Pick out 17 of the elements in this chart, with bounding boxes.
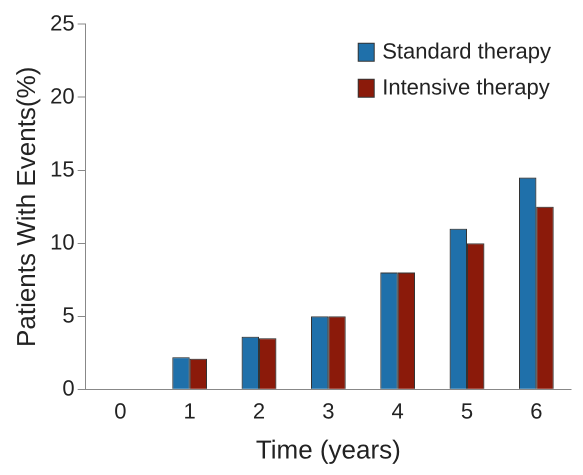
x-tick-label: 4 <box>392 398 404 424</box>
x-tick-label: 6 <box>530 398 542 424</box>
x-tick-label: 3 <box>322 398 334 424</box>
x-tick-label: 1 <box>184 398 196 424</box>
y-tick-label: 10 <box>50 229 75 254</box>
x-axis-title: Time (years) <box>256 434 401 465</box>
x-tick-label: 0 <box>114 398 126 424</box>
y-axis-title: Patients With Events(%) <box>10 66 41 347</box>
y-tick-label: 15 <box>50 156 75 182</box>
y-tick-label: 0 <box>62 375 75 400</box>
x-tick-label: 5 <box>460 398 474 424</box>
legend-label: Intensive therapy <box>382 74 550 100</box>
legend-label: Standard therapy <box>382 38 551 64</box>
y-tick-label: 5 <box>62 302 75 328</box>
y-tick-label: 20 <box>50 83 75 108</box>
x-tick-label: 2 <box>252 398 266 424</box>
y-tick-label: 25 <box>50 10 75 36</box>
